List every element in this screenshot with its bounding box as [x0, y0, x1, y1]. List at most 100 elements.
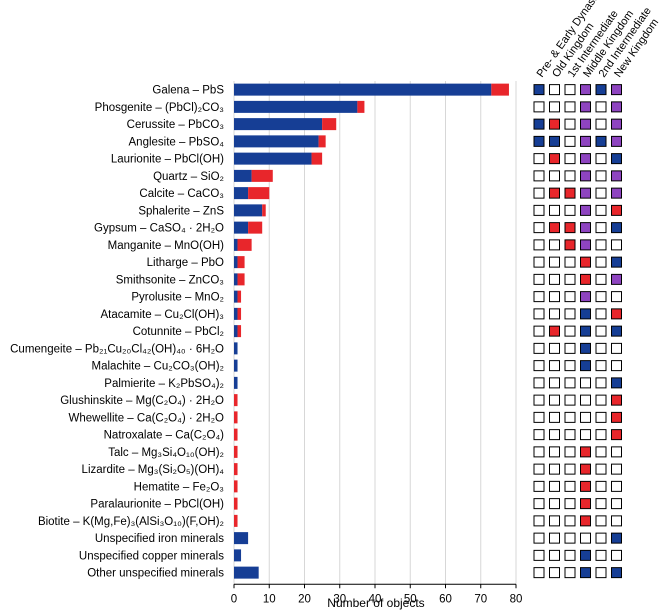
period-box: [533, 84, 545, 96]
bar-segment-red: [237, 290, 242, 303]
mineral-label: Biotite – K(Mg,Fe)₃(AlSi₃O₁₀)(F,OH)₂: [38, 516, 224, 528]
period-box: [580, 291, 591, 303]
period-box: [533, 567, 545, 579]
bar-segment-blue: [234, 549, 242, 562]
bar-segment-red: [318, 135, 326, 148]
period-box: [580, 394, 591, 406]
x-tick-label: 60: [439, 593, 452, 605]
bar-segment-red: [234, 428, 238, 441]
period-box: [564, 239, 576, 251]
bar-segment-red: [491, 83, 509, 96]
mineral-label: Cumengeite – Pb₂₁Cu₂₀Cl₄₂(OH)₄₀ · 6H₂O: [10, 343, 224, 355]
period-box: [533, 377, 545, 389]
bar-segment-blue: [234, 187, 249, 200]
x-tick-label: 20: [298, 593, 311, 605]
period-box: [595, 308, 607, 320]
period-box: [533, 515, 545, 527]
period-box: [533, 204, 545, 216]
mineral-label: Natroxalate – Ca(C₂O₄): [104, 430, 225, 442]
period-box: [611, 256, 622, 268]
bar-segment-blue: [234, 532, 249, 545]
bars: [234, 83, 509, 579]
mineral-label: Cotunnite – PbCl₂: [133, 326, 224, 338]
period-box: [564, 394, 576, 406]
period-box: [549, 239, 560, 251]
period-box: [549, 325, 560, 337]
period-box: [533, 239, 545, 251]
period-box: [580, 532, 591, 544]
period-box: [611, 498, 622, 510]
period-box: [595, 429, 607, 441]
bar-segment-blue: [234, 273, 238, 286]
period-box: [549, 118, 560, 130]
period-box: [611, 342, 622, 354]
period-box: [580, 187, 591, 199]
period-box: [549, 429, 560, 441]
period-box: [595, 549, 607, 561]
period-box: [595, 515, 607, 527]
period-box: [564, 498, 576, 510]
bar-segment-red: [234, 394, 238, 407]
mineral-label: Atacamite – Cu₂Cl(OH)₃: [100, 309, 224, 321]
period-box: [549, 515, 560, 527]
period-box: [595, 325, 607, 337]
bar-segment-red: [237, 238, 252, 251]
bar-segment-blue: [234, 152, 312, 165]
period-box: [595, 411, 607, 423]
bar-segment-blue: [234, 118, 323, 131]
period-box: [564, 222, 576, 234]
period-box: [595, 101, 607, 113]
mineral-label: Hematite – Fe₂O₃: [134, 481, 225, 493]
x-tick-label: 0: [231, 593, 237, 605]
bar-segment-blue: [234, 221, 249, 234]
period-box: [611, 308, 622, 320]
period-box: [549, 567, 560, 579]
period-box: [595, 532, 607, 544]
period-box: [580, 170, 591, 182]
period-box: [580, 222, 591, 234]
x-axis: 0 10 20 30 40 50 60 70 80: [231, 583, 522, 605]
period-box: [549, 446, 560, 458]
period-box: [580, 101, 591, 113]
x-tick-label: 50: [404, 593, 417, 605]
period-box: [533, 498, 545, 510]
period-box: [611, 204, 622, 216]
period-box: [611, 84, 622, 96]
bar-segment-blue: [234, 566, 259, 579]
bar-segment-blue: [234, 100, 358, 113]
period-box: [564, 291, 576, 303]
bar-segment-red: [234, 445, 238, 458]
period-box: [533, 273, 545, 285]
mineral-label: Smithsonite – ZnCO₃: [116, 274, 225, 286]
period-box: [611, 567, 622, 579]
mineral-label: Gypsum – CaSO₄ · 2H₂O: [94, 223, 224, 235]
period-box: [564, 567, 576, 579]
period-box: [549, 549, 560, 561]
period-box: [595, 170, 607, 182]
period-box: [533, 360, 545, 372]
bar-segment-red: [311, 152, 323, 165]
bar-segment-blue: [234, 204, 263, 217]
period-box: [611, 446, 622, 458]
bar-segment-red: [237, 273, 245, 286]
period-box: [580, 342, 591, 354]
bar-segment-blue: [234, 376, 238, 389]
mineral-label: Anglesite – PbSO₄: [129, 136, 225, 148]
period-box: [580, 377, 591, 389]
period-box: [595, 342, 607, 354]
period-box: [595, 360, 607, 372]
period-box: [580, 118, 591, 130]
period-box: [533, 291, 545, 303]
period-box: [549, 463, 560, 475]
period-box: [564, 377, 576, 389]
x-tick-label: 10: [263, 593, 276, 605]
period-box: [580, 135, 591, 147]
period-box: [595, 187, 607, 199]
period-box: [580, 549, 591, 561]
period-box: [564, 446, 576, 458]
period-box: [611, 187, 622, 199]
period-box: [549, 222, 560, 234]
period-box: [595, 273, 607, 285]
period-box: [549, 204, 560, 216]
